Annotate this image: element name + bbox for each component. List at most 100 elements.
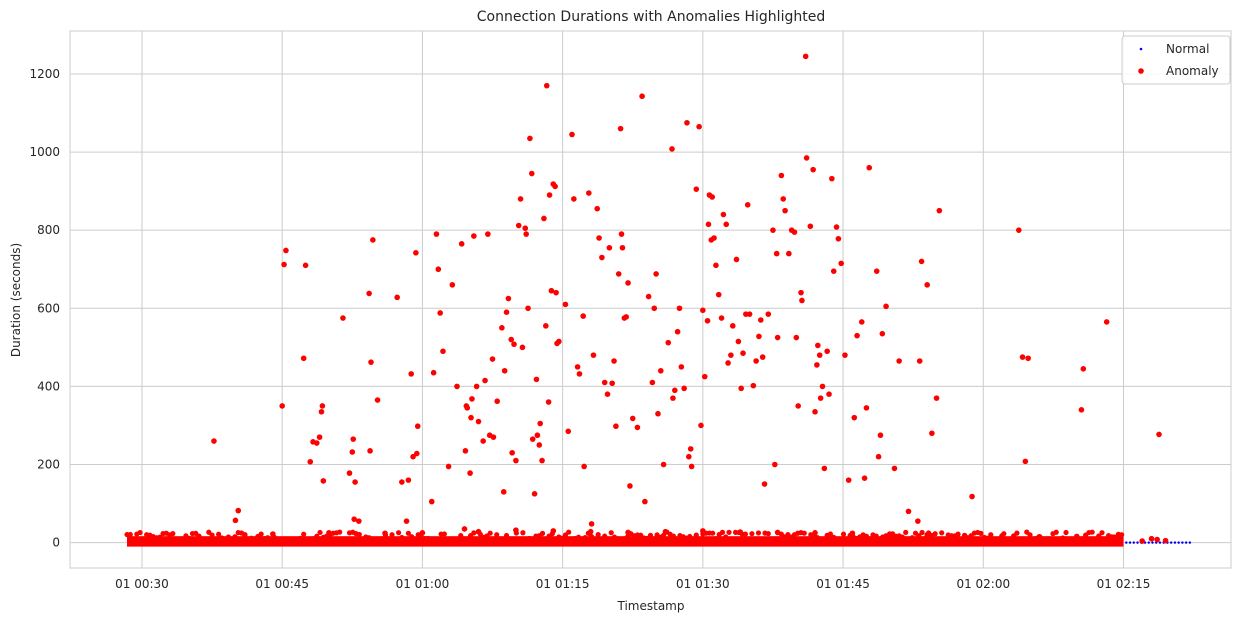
dense-band-point <box>759 539 765 546</box>
anomaly-point <box>609 380 615 387</box>
anomaly-point <box>509 449 515 456</box>
anomaly-point <box>382 530 388 537</box>
anomaly-point <box>408 371 414 377</box>
dense-band-point <box>589 533 595 540</box>
anomaly-point <box>835 235 842 242</box>
dense-band-fill <box>127 536 1124 547</box>
dense-band-point <box>1027 532 1033 538</box>
dense-band-point <box>464 536 470 542</box>
dense-band-point <box>919 529 925 536</box>
anomaly-point <box>534 432 541 439</box>
anomaly-point <box>537 420 543 427</box>
anomaly-point <box>737 529 744 535</box>
anomaly-point <box>458 241 465 247</box>
dense-band-point <box>356 531 362 538</box>
anomaly-point <box>562 301 569 308</box>
anomaly-point <box>662 528 669 535</box>
dense-band-point <box>566 529 572 535</box>
anomaly-point <box>318 408 325 415</box>
dense-band-point <box>395 530 402 536</box>
dense-band-point <box>1092 537 1099 543</box>
anomaly-point <box>625 280 631 286</box>
anomaly-point <box>525 305 531 312</box>
dense-band-point <box>222 537 228 543</box>
dense-band-point <box>1089 529 1095 535</box>
dense-band-point <box>409 534 415 540</box>
dense-band-point <box>1014 530 1020 536</box>
anomaly-point <box>617 125 624 132</box>
y-tick-label: 1000 <box>29 145 60 159</box>
dense-band-point <box>216 531 222 537</box>
anomaly-point <box>531 490 538 497</box>
anomaly-point <box>501 367 508 374</box>
x-tick-label: 01 01:45 <box>816 577 870 591</box>
anomaly-point <box>565 428 572 435</box>
dense-band-point <box>1102 537 1108 543</box>
dense-band-point <box>729 536 735 542</box>
anomaly-point <box>302 262 309 269</box>
anomaly-point <box>414 450 420 457</box>
dense-band-point <box>723 534 729 540</box>
anomaly-point <box>676 305 683 312</box>
dense-band-point <box>503 532 510 539</box>
dense-band-point <box>710 530 716 536</box>
anomaly-point <box>896 358 902 364</box>
anomaly-point <box>700 528 706 534</box>
anomaly-point <box>725 360 731 366</box>
anomaly-point <box>672 387 678 394</box>
y-tick-label: 800 <box>37 223 60 237</box>
anomaly-point <box>235 507 242 514</box>
anomaly-point <box>571 196 577 202</box>
dense-band-point <box>1063 529 1069 536</box>
y-tick-label: 400 <box>37 379 60 393</box>
anomaly-point <box>574 364 581 370</box>
anomaly-point <box>326 530 332 536</box>
dense-band-point <box>225 534 232 540</box>
dense-band-point <box>180 536 186 543</box>
y-tick-labels: 0 200 400 600 800 1000 1200 <box>29 67 60 550</box>
anomaly-point <box>1154 536 1160 543</box>
anomaly-point <box>611 358 617 364</box>
anomaly-point <box>780 196 787 202</box>
dense-band-point <box>742 531 748 537</box>
dense-band-point <box>474 539 480 545</box>
anomaly-point <box>536 442 543 448</box>
anomaly-point <box>352 479 358 485</box>
normal-point <box>1169 541 1173 544</box>
anomaly-point <box>576 371 583 377</box>
anomaly-point <box>718 315 725 321</box>
dense-band-point <box>359 537 366 543</box>
dense-band-point <box>543 539 549 545</box>
anomaly-point <box>744 201 751 208</box>
dense-band-point <box>582 534 588 541</box>
dense-band-point <box>602 533 608 539</box>
anomaly-point <box>969 493 975 500</box>
legend-label-anomaly: Anomaly <box>1166 64 1219 78</box>
dense-band-point <box>392 538 398 544</box>
dense-band-point <box>873 533 879 539</box>
dense-band-point <box>209 532 215 538</box>
anomaly-point <box>300 355 307 362</box>
dense-band-point <box>752 537 758 544</box>
dense-band-point <box>1096 533 1102 539</box>
anomaly-point <box>753 358 759 364</box>
anomaly-point <box>581 463 587 470</box>
anomaly-point <box>1036 533 1043 540</box>
dense-band-point <box>958 537 964 543</box>
x-tick-label: 01 01:00 <box>396 577 450 591</box>
dense-band-point <box>1079 536 1085 542</box>
anomaly-point <box>1139 538 1145 544</box>
anomaly-point <box>854 332 860 339</box>
dense-band-point <box>343 538 349 544</box>
anomaly-point <box>475 528 482 535</box>
anomaly-point <box>701 373 708 380</box>
dense-band-point <box>242 539 248 545</box>
dense-band-point <box>575 534 582 540</box>
anomaly-point <box>405 477 412 483</box>
anomaly-point <box>613 423 619 430</box>
anomaly-point <box>528 170 535 177</box>
anomaly-point <box>816 352 823 358</box>
dense-band-point <box>458 532 464 539</box>
dense-band-point <box>939 530 945 536</box>
